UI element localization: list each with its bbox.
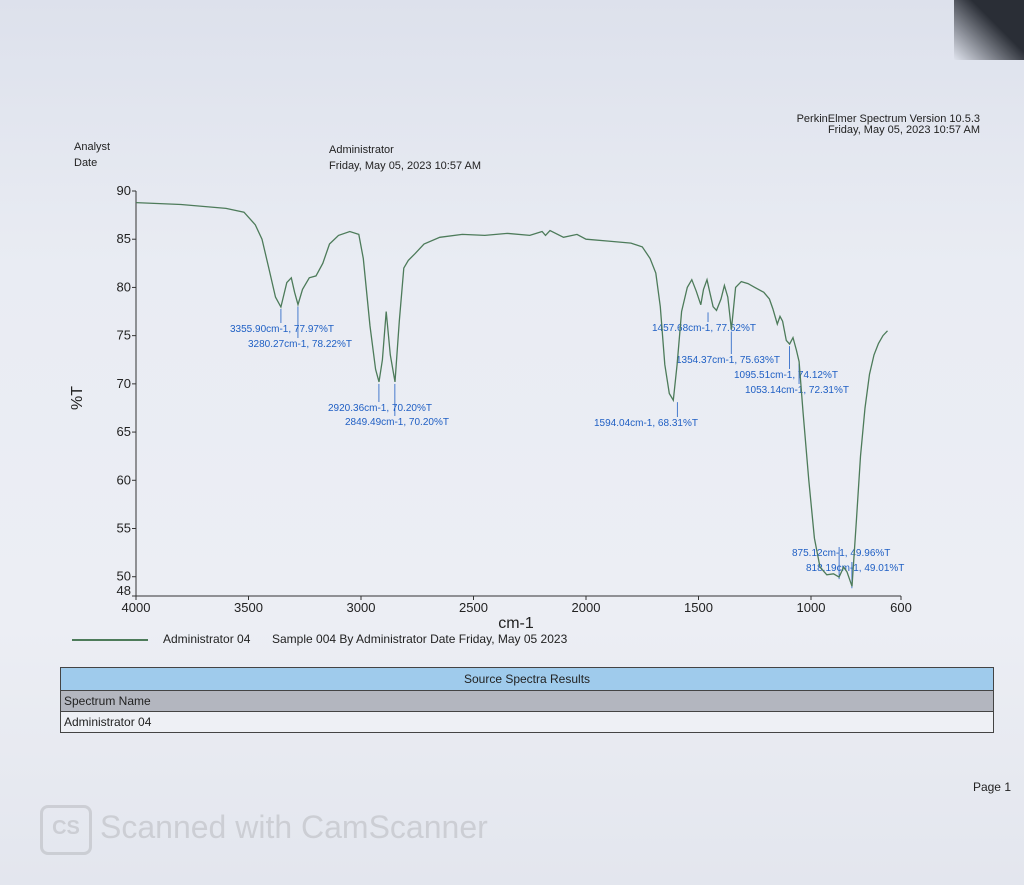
peak-label: 1594.04cm-1, 68.31%T [594, 418, 698, 429]
date-value: Friday, May 05, 2023 10:57 AM [329, 160, 482, 172]
peak-label: 1457.68cm-1, 77.62%T [652, 323, 756, 334]
y-tick-label: 60 [117, 472, 131, 487]
y-tick-label: 48 [117, 583, 131, 598]
peak-label: 818.19cm-1, 49.01%T [806, 563, 904, 574]
software-date: Friday, May 05, 2023 10:57 AM [827, 124, 980, 136]
analyst-label: Analyst [74, 141, 111, 153]
y-axis-title: %T [69, 386, 86, 410]
camscanner-logo-icon: CS [40, 805, 92, 855]
peak-label: 1053.14cm-1, 72.31%T [745, 385, 849, 396]
legend-swatch [72, 639, 148, 641]
y-tick-label: 55 [117, 521, 131, 536]
x-tick-label: 3500 [234, 600, 263, 615]
page-number: Page 1 [972, 780, 1011, 794]
watermark-text: Scanned with CamScanner [100, 809, 488, 845]
x-tick-label: 1000 [797, 600, 826, 615]
y-tick-label: 80 [117, 279, 131, 294]
peak-label: 875.12cm-1, 49.96%T [792, 548, 890, 559]
legend-series-name: Administrator 04 [163, 632, 251, 646]
analyst-value: Administrator [329, 144, 394, 156]
y-tick-label: 65 [117, 424, 131, 439]
y-tick-label: 75 [117, 328, 131, 343]
x-tick-label: 2000 [572, 600, 601, 615]
source-spectra-results-table: Source Spectra Results Spectrum Name Adm… [60, 667, 994, 733]
peak-label: 1354.37cm-1, 75.63%T [676, 355, 780, 366]
date-label: Date [74, 157, 98, 169]
peak-label: 2849.49cm-1, 70.20%T [345, 417, 449, 428]
y-tick-label: 90 [117, 183, 131, 198]
y-tick-label: 85 [117, 231, 131, 246]
y-tick-label: 50 [117, 569, 131, 584]
peak-label: 2920.36cm-1, 70.20%T [328, 403, 432, 414]
peak-label: 3280.27cm-1, 78.22%T [248, 339, 352, 350]
table-row: Administrator 04 [61, 712, 993, 732]
peak-label: 3355.90cm-1, 77.97%T [230, 324, 334, 335]
results-column-header: Spectrum Name [61, 691, 993, 712]
legend-description: Sample 004 By Administrator Date Friday,… [272, 632, 568, 646]
y-tick-label: 70 [117, 376, 131, 391]
results-table-title: Source Spectra Results [61, 668, 993, 691]
scan-shadow [954, 0, 1024, 60]
x-tick-label: 2500 [459, 600, 488, 615]
spectrum-line-series [135, 201, 888, 587]
peak-annotations: 3355.90cm-1, 77.97%T 3280.27cm-1, 78.22%T… [230, 306, 904, 589]
x-tick-label: 4000 [122, 600, 151, 615]
software-version: PerkinElmer Spectrum Version 10.5.3 [796, 113, 980, 125]
x-tick-label: 600 [890, 600, 912, 615]
x-tick-label: 1500 [684, 600, 713, 615]
x-axis-title: cm-1 [498, 615, 534, 632]
x-tick-label: 3000 [347, 600, 376, 615]
peak-label: 1095.51cm-1, 74.12%T [734, 370, 838, 381]
